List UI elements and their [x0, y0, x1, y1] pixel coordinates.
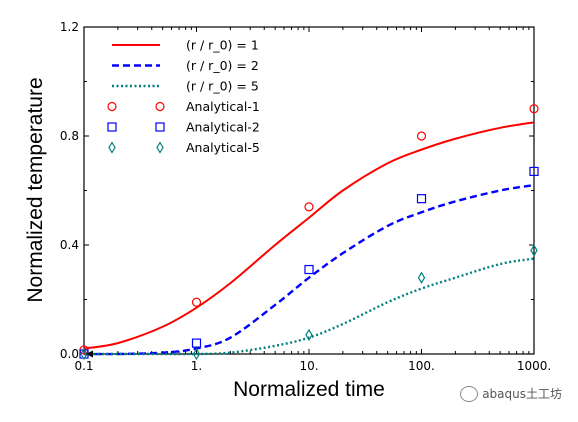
data-point-diamond [417, 271, 426, 284]
data-point-circle [416, 131, 427, 141]
y-tick-label: 1.2 [60, 20, 79, 34]
legend-entry: (r / r_0) = 1 [112, 38, 259, 53]
x-tick-label: 10. [299, 359, 318, 373]
data-point-diamond [530, 244, 538, 257]
origin-arrow-icon [86, 350, 93, 358]
x-tick-label: 0.1 [74, 359, 93, 373]
y-axis-label: Normalized temperature [24, 77, 47, 302]
legend-label: (r / r_0) = 5 [186, 79, 259, 94]
data-point-diamond [80, 347, 88, 361]
data-point-square [416, 194, 427, 204]
legend-label: Analytical-5 [186, 140, 260, 155]
legend-entry: Analytical-2 [107, 120, 260, 135]
legend-marker [155, 122, 165, 132]
watermark-text: abaqus土工坊 [482, 387, 562, 401]
y-tick-label: 0.8 [60, 129, 79, 143]
series-line-3 [83, 257, 535, 356]
data-point-square [304, 264, 314, 275]
series-line-1 [83, 121, 535, 350]
data-point-circle [304, 202, 314, 212]
legend: (r / r_0) = 1 (r / r_0) = 2 (r / r_0) = 5 A… [107, 38, 260, 155]
legend-marker [107, 122, 117, 132]
legend-marker [155, 101, 165, 112]
data-point-square [529, 166, 539, 177]
series-line-2 [83, 183, 535, 356]
data-point-circle [191, 297, 202, 307]
x-tick-label: 1000. [517, 359, 551, 373]
legend-entry: Analytical-5 [108, 140, 260, 155]
data-point-diamond [305, 328, 313, 342]
legend-entry: (r / r_0) = 5 [112, 79, 259, 94]
x-axis-label: Normalized time [233, 378, 385, 401]
legend-label: (r / r_0) = 1 [186, 38, 259, 53]
legend-marker [107, 101, 117, 112]
legend-marker [108, 141, 116, 154]
y-tick-label: 0.4 [60, 238, 79, 252]
legend-entry: Analytical-1 [107, 99, 260, 114]
data-point-diamond [192, 347, 201, 361]
x-tick-label: 1. [191, 359, 202, 373]
plot-frame [83, 26, 535, 355]
watermark: abaqus土工坊 [460, 385, 562, 402]
legend-label: (r / r_0) = 2 [186, 58, 259, 73]
wechat-icon [460, 385, 479, 402]
legend-label: Analytical-2 [186, 120, 260, 135]
x-tick-label: 100. [408, 359, 435, 373]
y-tick-label: 0.0 [60, 347, 79, 361]
data-point-circle [529, 104, 539, 114]
legend-marker [156, 141, 164, 154]
legend-label: Analytical-1 [186, 99, 260, 114]
data-point-square [191, 338, 202, 348]
legend-entry: (r / r_0) = 2 [112, 58, 259, 73]
